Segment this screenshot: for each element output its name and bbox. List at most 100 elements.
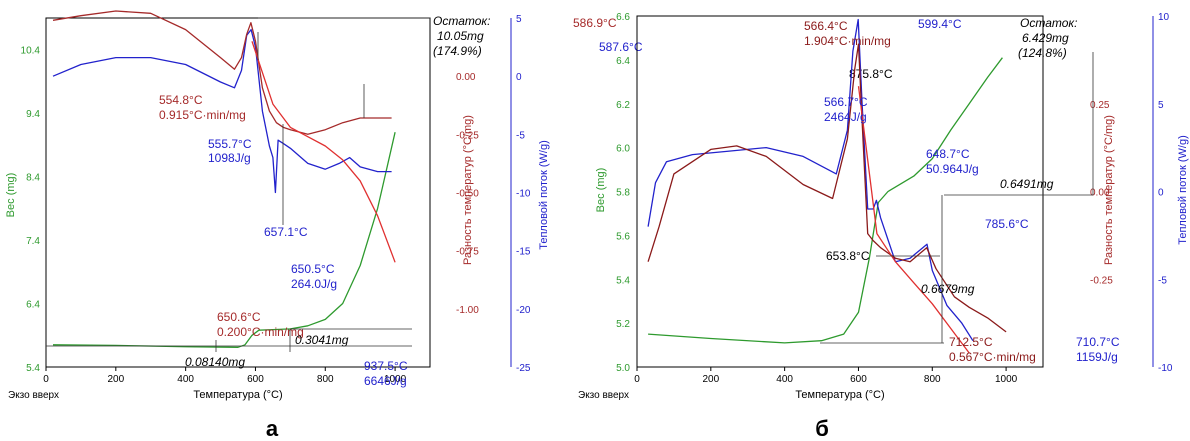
- corner-label-a: Экзо вверх: [8, 390, 59, 401]
- end-label-937-a: 937.5°C: [364, 359, 408, 373]
- onset-label-650r-a: 650.6°C: [217, 310, 261, 324]
- end-label-710-b: 710.7°C: [1076, 335, 1120, 349]
- y-tick-label-heat: -15: [516, 247, 531, 258]
- residue-title-a: Остаток:: [433, 14, 490, 28]
- residue-mass-a: 10.05mg: [437, 29, 484, 43]
- peak-label-657-a: 657.1°C: [264, 225, 308, 239]
- enthalpy-label-710-b: 1159J/g: [1076, 350, 1118, 364]
- panel-label-b: б: [815, 416, 829, 441]
- x-tick-label: 0: [634, 374, 640, 385]
- x-tick-label: 1000: [384, 374, 407, 385]
- y-tick-label-heat: -25: [516, 363, 531, 374]
- y-tick-label-weight: 6.4: [26, 300, 40, 311]
- mass-loss-label-0814-a: 0.08140mg: [185, 355, 245, 369]
- onset-label-648-b: 648.7°C: [926, 147, 970, 161]
- y-tick-label-weight: 5.0: [616, 363, 630, 374]
- residue-percent-b: (124.8%): [1018, 46, 1067, 60]
- rate-label-566-b: 1.904°C·min/mg: [804, 34, 891, 48]
- ticks-a: 0 200 400 600 800 1000 10.4 9.4 8.4 7.4 6.4 5.4 0.00…: [21, 14, 531, 385]
- y-axis-title-heat-b: Тепловой поток (W/g): [1177, 135, 1189, 245]
- y-tick-label-heat: 5: [1158, 100, 1164, 111]
- x-tick-label: 1000: [995, 374, 1018, 385]
- series-line-weight-0: [52, 132, 396, 348]
- y-tick-label-heat: -10: [1158, 363, 1173, 374]
- plot-frame-a: [45, 17, 431, 368]
- y-tick-label-weight: 6.2: [616, 100, 630, 111]
- peak-label-566-b: 566.4°C: [804, 19, 848, 33]
- onset-label-653-b: 653.8°C: [826, 249, 870, 263]
- x-axis-title-a: Температура (°C): [193, 389, 282, 401]
- y-axis-title-weight-b: Вес (mg): [595, 168, 607, 213]
- y-axis-title-heat-a: Тепловой поток (W/g): [538, 140, 550, 250]
- enthalpy-label-566-b: 2464J/g: [824, 110, 867, 124]
- x-tick-label: 0: [43, 374, 49, 385]
- chart-panel-b: 0 200 400 600 800 1000 6.6 6.4 6.2 6.0 5.8 5.6 5.4 5.…: [578, 12, 1189, 441]
- y-tick-label-weight: 5.4: [616, 275, 630, 286]
- y-tick-label-weight: 5.2: [616, 319, 630, 330]
- enthalpy-label-650-a: 264.0J/g: [291, 277, 337, 291]
- y-tick-label-dt: -0.75: [456, 247, 479, 258]
- y-tick-label-weight: 9.4: [26, 109, 40, 120]
- curves-b: [647, 18, 1007, 354]
- y-tick-label-weight: 5.6: [616, 231, 630, 242]
- x-tick-label: 600: [850, 374, 867, 385]
- x-axis-title-b: Температура (°C): [795, 389, 884, 401]
- mass-loss-label-6679-b: 0.6679mg: [921, 282, 975, 296]
- corner-label-b: Экзо вверх: [578, 390, 629, 401]
- rate-label-554-a: 0.915°C·min/mg: [159, 108, 246, 122]
- residue-percent-a: (174.9%): [433, 44, 482, 58]
- residue-title-b: Остаток:: [1020, 16, 1077, 30]
- y-tick-label-dt: -0.25: [1090, 275, 1113, 286]
- onset-label-554-a: 554.8°C: [159, 93, 203, 107]
- x-tick-label: 600: [247, 374, 264, 385]
- peak-label-586-a: 586.9°C: [573, 16, 617, 30]
- y-tick-label-heat: -10: [516, 189, 531, 200]
- y-tick-label-heat: -5: [516, 130, 525, 141]
- panel-label-a: а: [266, 416, 279, 441]
- x-tick-label: 800: [924, 374, 941, 385]
- rate-label-712-b: 0.567°C·min/mg: [949, 350, 1036, 364]
- y-tick-label-heat: 10: [1158, 12, 1170, 23]
- onset-label-712-b: 712.5°C: [949, 335, 993, 349]
- residue-mass-b: 6.429mg: [1022, 31, 1069, 45]
- enthalpy-label-555-a: 1098J/g: [208, 151, 251, 165]
- y-tick-label-weight: 6.0: [616, 144, 630, 155]
- x-tick-label: 200: [702, 374, 719, 385]
- enthalpy-label-648-b: 50.964J/g: [926, 162, 979, 176]
- y-tick-label-dt: 0.00: [456, 72, 476, 83]
- curves-a: [52, 10, 396, 348]
- y-tick-label-weight: 8.4: [26, 173, 40, 184]
- y-axis-title-dt-b: Разность температур (°C/mg): [1103, 115, 1115, 265]
- y-tick-label-heat: 0: [516, 72, 522, 83]
- peak-label-875-a: 875.8°C: [849, 67, 893, 81]
- peak-label-785-b: 785.6°C: [985, 217, 1029, 231]
- x-tick-label: 400: [776, 374, 793, 385]
- y-tick-label-dt: 0.00: [1090, 188, 1110, 199]
- onset-label-566b-b: 566.7°C: [824, 95, 868, 109]
- y-tick-label-weight: 5.8: [616, 188, 630, 199]
- series-line-heat-1: [52, 28, 392, 194]
- y-tick-label-weight: 10.4: [21, 46, 41, 57]
- peak-label-599-b: 599.4°C: [918, 17, 962, 31]
- y-tick-label-weight: 6.6: [616, 12, 630, 23]
- chart-panel-a: 0 200 400 600 800 1000 10.4 9.4 8.4 7.4 6.4 5.4 0.00…: [5, 10, 893, 441]
- y-tick-label-dt: 0.25: [1090, 100, 1110, 111]
- y-tick-label-heat: 5: [516, 14, 522, 25]
- series-line-dt-2: [52, 10, 392, 135]
- y-axis-title-weight-a: Вес (mg): [5, 173, 17, 218]
- y-tick-label-weight: 7.4: [26, 236, 40, 247]
- y-tick-label-dt: -1.00: [456, 305, 479, 316]
- series-line-weight-0: [648, 57, 1003, 344]
- mass-loss-label-3041-a: 0.3041mg: [295, 333, 349, 347]
- x-tick-label: 400: [177, 374, 194, 385]
- y-tick-label-heat: -5: [1158, 275, 1167, 286]
- x-tick-label: 200: [107, 374, 124, 385]
- y-tick-label-heat: -20: [516, 305, 531, 316]
- mass-loss-label-6491-b: 0.6491mg: [1000, 177, 1054, 191]
- y-tick-label-dt: -0.50: [456, 189, 479, 200]
- y-tick-label-weight: 5.4: [26, 363, 40, 374]
- ticks-b: 0 200 400 600 800 1000 6.6 6.4 6.2 6.0 5.8 5.6 5.4 5.…: [616, 12, 1173, 385]
- onset-label-555-a: 555.7°C: [208, 137, 252, 151]
- y-tick-label-heat: 0: [1158, 188, 1164, 199]
- onset-label-650b-a: 650.5°C: [291, 262, 335, 276]
